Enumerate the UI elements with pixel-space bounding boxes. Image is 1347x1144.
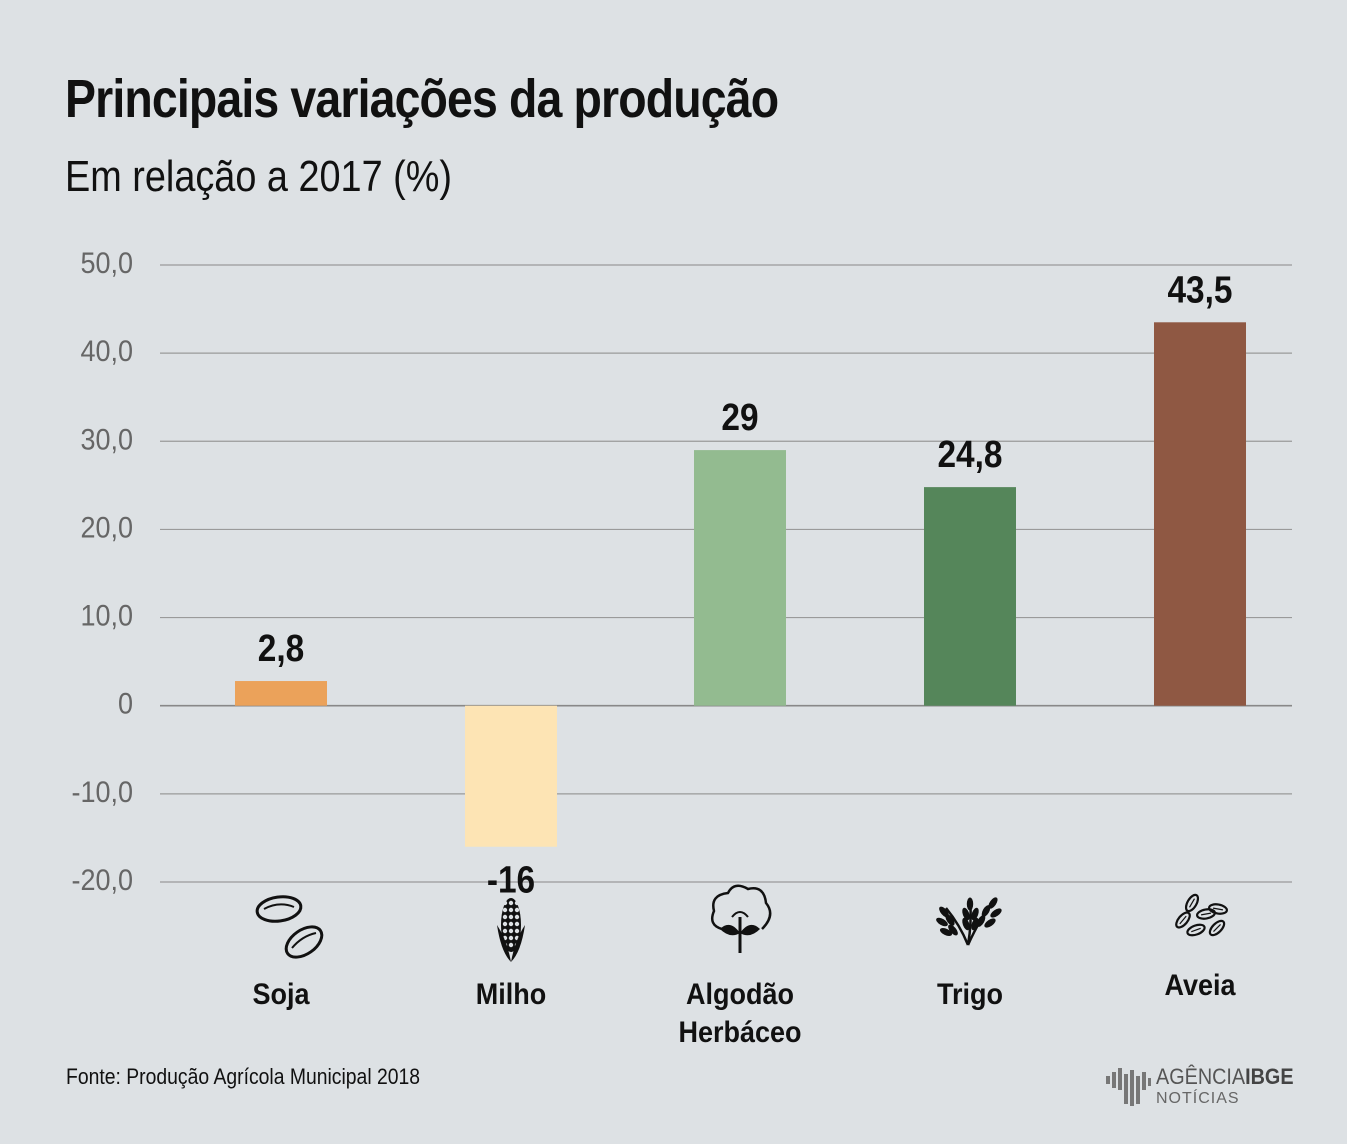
- y-tick-label: 40,0: [80, 335, 133, 369]
- value-label: 29: [721, 396, 758, 438]
- category-label: Algodão: [686, 978, 794, 1012]
- brand-noticias: NOTÍCIAS: [1156, 1090, 1240, 1107]
- y-tick-label: 30,0: [80, 423, 133, 457]
- bar-trigo: [924, 487, 1016, 706]
- brand-ibge: IBGE: [1245, 1064, 1294, 1089]
- brand-agencia: AGÊNCIA: [1156, 1064, 1246, 1089]
- category-icons: [255, 884, 1228, 962]
- chart-subtitle: Em relação a 2017 (%): [65, 152, 452, 201]
- brand-name: AGÊNCIAIBGE: [1156, 1066, 1294, 1088]
- y-tick-label: 10,0: [80, 599, 133, 633]
- soy-icon: [255, 895, 324, 959]
- bars: [235, 322, 1246, 847]
- value-labels: 2,8 -16 29 24,8 43,5: [258, 268, 1233, 901]
- y-tick-label: -20,0: [72, 864, 133, 898]
- y-tick-label: 50,0: [80, 247, 133, 281]
- agencia-ibge-logo: AGÊNCIAIBGE NOTÍCIAS: [1106, 1066, 1306, 1110]
- y-tick-label: -10,0: [72, 776, 133, 810]
- source-note: Fonte: Produção Agrícola Municipal 2018: [66, 1064, 421, 1089]
- bar-milho: [465, 705, 557, 847]
- bar-soja: [235, 681, 327, 706]
- chart-title: Principais variações da produção: [65, 69, 779, 129]
- category-label: Trigo: [937, 978, 1003, 1012]
- gridlines: [160, 264, 1292, 883]
- category-label: Milho: [476, 978, 546, 1012]
- category-label: Herbáceo: [679, 1016, 802, 1050]
- cotton-icon: [711, 884, 772, 953]
- corn-icon: [497, 898, 525, 962]
- ibge-logo-icon: [1106, 1068, 1151, 1106]
- y-axis-ticks: 50,0 40,0 30,0 20,0 10,0 0 -10,0 -20,0: [72, 247, 133, 898]
- value-label: 2,8: [258, 627, 304, 669]
- oat-icon: [1175, 893, 1228, 937]
- bar-algodão: [694, 450, 786, 706]
- value-label: 24,8: [937, 433, 1002, 475]
- y-tick-label: 20,0: [80, 511, 133, 545]
- category-label: Soja: [253, 978, 311, 1012]
- y-tick-label: 0: [118, 687, 133, 721]
- category-label: Aveia: [1165, 969, 1237, 1003]
- value-label: 43,5: [1167, 268, 1232, 310]
- wheat-icon: [936, 897, 1002, 946]
- value-label: -16: [487, 859, 535, 901]
- category-labels: Soja Milho Algodão Herbáceo Trigo Aveia: [253, 969, 1237, 1050]
- bar-aveia: [1154, 322, 1246, 706]
